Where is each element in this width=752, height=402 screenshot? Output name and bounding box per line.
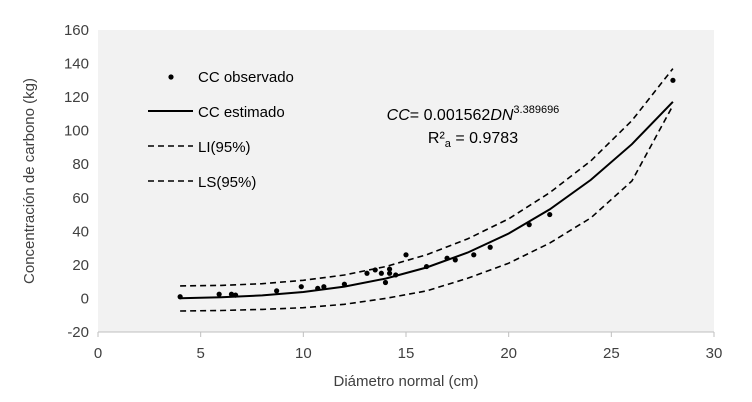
legend-label: LS(95%) xyxy=(198,174,256,191)
y-tick-label: 20 xyxy=(72,257,89,274)
r-squared-label: R² xyxy=(428,130,446,147)
legend-label: CC estimado xyxy=(198,104,285,121)
observed-point xyxy=(386,270,393,276)
y-tick-label: 40 xyxy=(72,223,89,240)
r-squared-value: = 0.9783 xyxy=(451,130,518,147)
series-line-ls-95 xyxy=(180,68,674,287)
x-tick-label: 30 xyxy=(706,345,723,362)
r-squared-subscript: a xyxy=(445,138,452,150)
series-line-li-95 xyxy=(180,105,674,312)
equation-variable: DN xyxy=(490,107,514,124)
observed-point xyxy=(403,252,409,258)
observed-point xyxy=(547,211,553,218)
x-axis-title: Diámetro normal (cm) xyxy=(333,373,478,390)
x-tick-label: 10 xyxy=(295,345,312,362)
equation-exponent: 3.389696 xyxy=(513,104,559,116)
observed-point xyxy=(670,77,676,83)
observed-point xyxy=(321,284,327,290)
observed-point xyxy=(382,279,389,286)
y-tick-label: 120 xyxy=(64,89,89,106)
observed-point xyxy=(372,267,378,273)
plot-area xyxy=(98,30,714,332)
x-tick-label: 15 xyxy=(398,345,415,362)
y-tick-label: 0 xyxy=(81,290,89,307)
equation-coefficient: = 0.001562 xyxy=(410,107,491,124)
series-line-cc-estimado xyxy=(180,101,674,300)
y-tick-label: 80 xyxy=(72,156,89,173)
observed-point xyxy=(216,291,222,297)
observed-point xyxy=(364,270,370,276)
observed-point xyxy=(228,291,235,297)
observed-point xyxy=(471,252,477,258)
legend-marker-dot xyxy=(168,74,174,80)
legend-label: CC observado xyxy=(198,69,294,86)
observed-point xyxy=(487,244,493,250)
y-tick-label: -20 xyxy=(67,324,89,341)
regression-equation: CC= 0.001562DN3.389696 xyxy=(387,104,560,124)
x-tick-label: 5 xyxy=(196,345,204,362)
x-tick-label: 0 xyxy=(94,345,102,362)
x-tick-label: 25 xyxy=(603,345,620,362)
observed-point xyxy=(386,266,393,272)
y-tick-label: 140 xyxy=(64,56,89,73)
y-axis-title: Concentración de carbono (kg) xyxy=(21,78,38,284)
x-tick-label: 20 xyxy=(500,345,517,362)
y-tick-label: 160 xyxy=(64,22,89,39)
y-tick-label: 60 xyxy=(72,190,89,207)
y-tick-label: 100 xyxy=(64,123,89,140)
r-squared: R²a = 0.9783 xyxy=(428,130,518,150)
observed-point xyxy=(274,288,280,294)
equation-lhs: CC xyxy=(387,107,411,124)
observed-point xyxy=(298,284,304,290)
observed-point xyxy=(378,270,384,276)
legend-label: LI(95%) xyxy=(198,139,251,156)
